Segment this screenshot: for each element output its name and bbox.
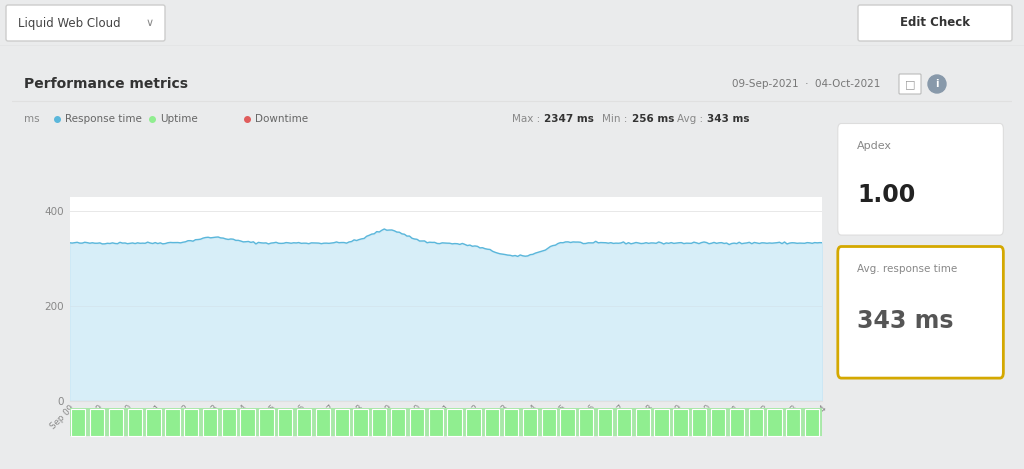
Bar: [805, 409, 819, 436]
Bar: [221, 409, 236, 436]
Text: Avg :: Avg :: [677, 114, 703, 124]
Bar: [372, 409, 386, 436]
Bar: [353, 409, 368, 436]
Bar: [203, 409, 217, 436]
Bar: [128, 409, 142, 436]
Text: Performance metrics: Performance metrics: [24, 77, 188, 91]
Text: Downtime: Downtime: [255, 114, 308, 124]
Text: 2347 ms: 2347 ms: [544, 114, 594, 124]
Bar: [410, 409, 424, 436]
Bar: [616, 409, 631, 436]
Text: Edit Check: Edit Check: [900, 16, 970, 30]
Bar: [767, 409, 781, 436]
FancyBboxPatch shape: [858, 5, 1012, 41]
Bar: [70, 408, 822, 436]
Text: 343 ms: 343 ms: [707, 114, 750, 124]
Text: 256 ms: 256 ms: [632, 114, 675, 124]
Bar: [447, 409, 462, 436]
Bar: [786, 409, 801, 436]
Bar: [580, 409, 594, 436]
Bar: [542, 409, 556, 436]
Text: ∨: ∨: [146, 18, 154, 28]
Text: Liquid Web Cloud: Liquid Web Cloud: [18, 16, 121, 30]
Bar: [315, 409, 330, 436]
Text: Min :: Min :: [602, 114, 628, 124]
Text: Response time: Response time: [65, 114, 142, 124]
Text: Uptime: Uptime: [160, 114, 198, 124]
Bar: [692, 409, 707, 436]
Bar: [297, 409, 311, 436]
Bar: [730, 409, 744, 436]
Bar: [335, 409, 349, 436]
Bar: [749, 409, 763, 436]
Text: □: □: [905, 79, 915, 89]
Bar: [259, 409, 273, 436]
Bar: [466, 409, 480, 436]
Text: 343 ms: 343 ms: [857, 309, 953, 333]
Bar: [71, 409, 85, 436]
FancyBboxPatch shape: [899, 74, 921, 94]
Bar: [711, 409, 725, 436]
Text: Apdex: Apdex: [857, 141, 892, 151]
Bar: [429, 409, 443, 436]
Bar: [146, 409, 161, 436]
Bar: [485, 409, 500, 436]
Bar: [90, 409, 104, 436]
Bar: [391, 409, 406, 436]
Bar: [241, 409, 255, 436]
Bar: [109, 409, 123, 436]
Bar: [165, 409, 179, 436]
Bar: [184, 409, 199, 436]
FancyBboxPatch shape: [838, 247, 1004, 378]
Bar: [673, 409, 687, 436]
Bar: [636, 409, 650, 436]
Text: i: i: [935, 79, 939, 89]
Bar: [504, 409, 518, 436]
Text: 1.00: 1.00: [857, 183, 915, 207]
Bar: [522, 409, 537, 436]
Bar: [279, 409, 293, 436]
Text: ms: ms: [24, 114, 40, 124]
Text: Max :: Max :: [512, 114, 541, 124]
FancyBboxPatch shape: [6, 5, 165, 41]
FancyBboxPatch shape: [838, 123, 1004, 235]
Text: Avg. response time: Avg. response time: [857, 265, 957, 274]
Circle shape: [928, 75, 946, 93]
Bar: [560, 409, 574, 436]
Bar: [598, 409, 612, 436]
Bar: [654, 409, 669, 436]
Text: 09-Sep-2021  ·  04-Oct-2021: 09-Sep-2021 · 04-Oct-2021: [732, 79, 881, 89]
